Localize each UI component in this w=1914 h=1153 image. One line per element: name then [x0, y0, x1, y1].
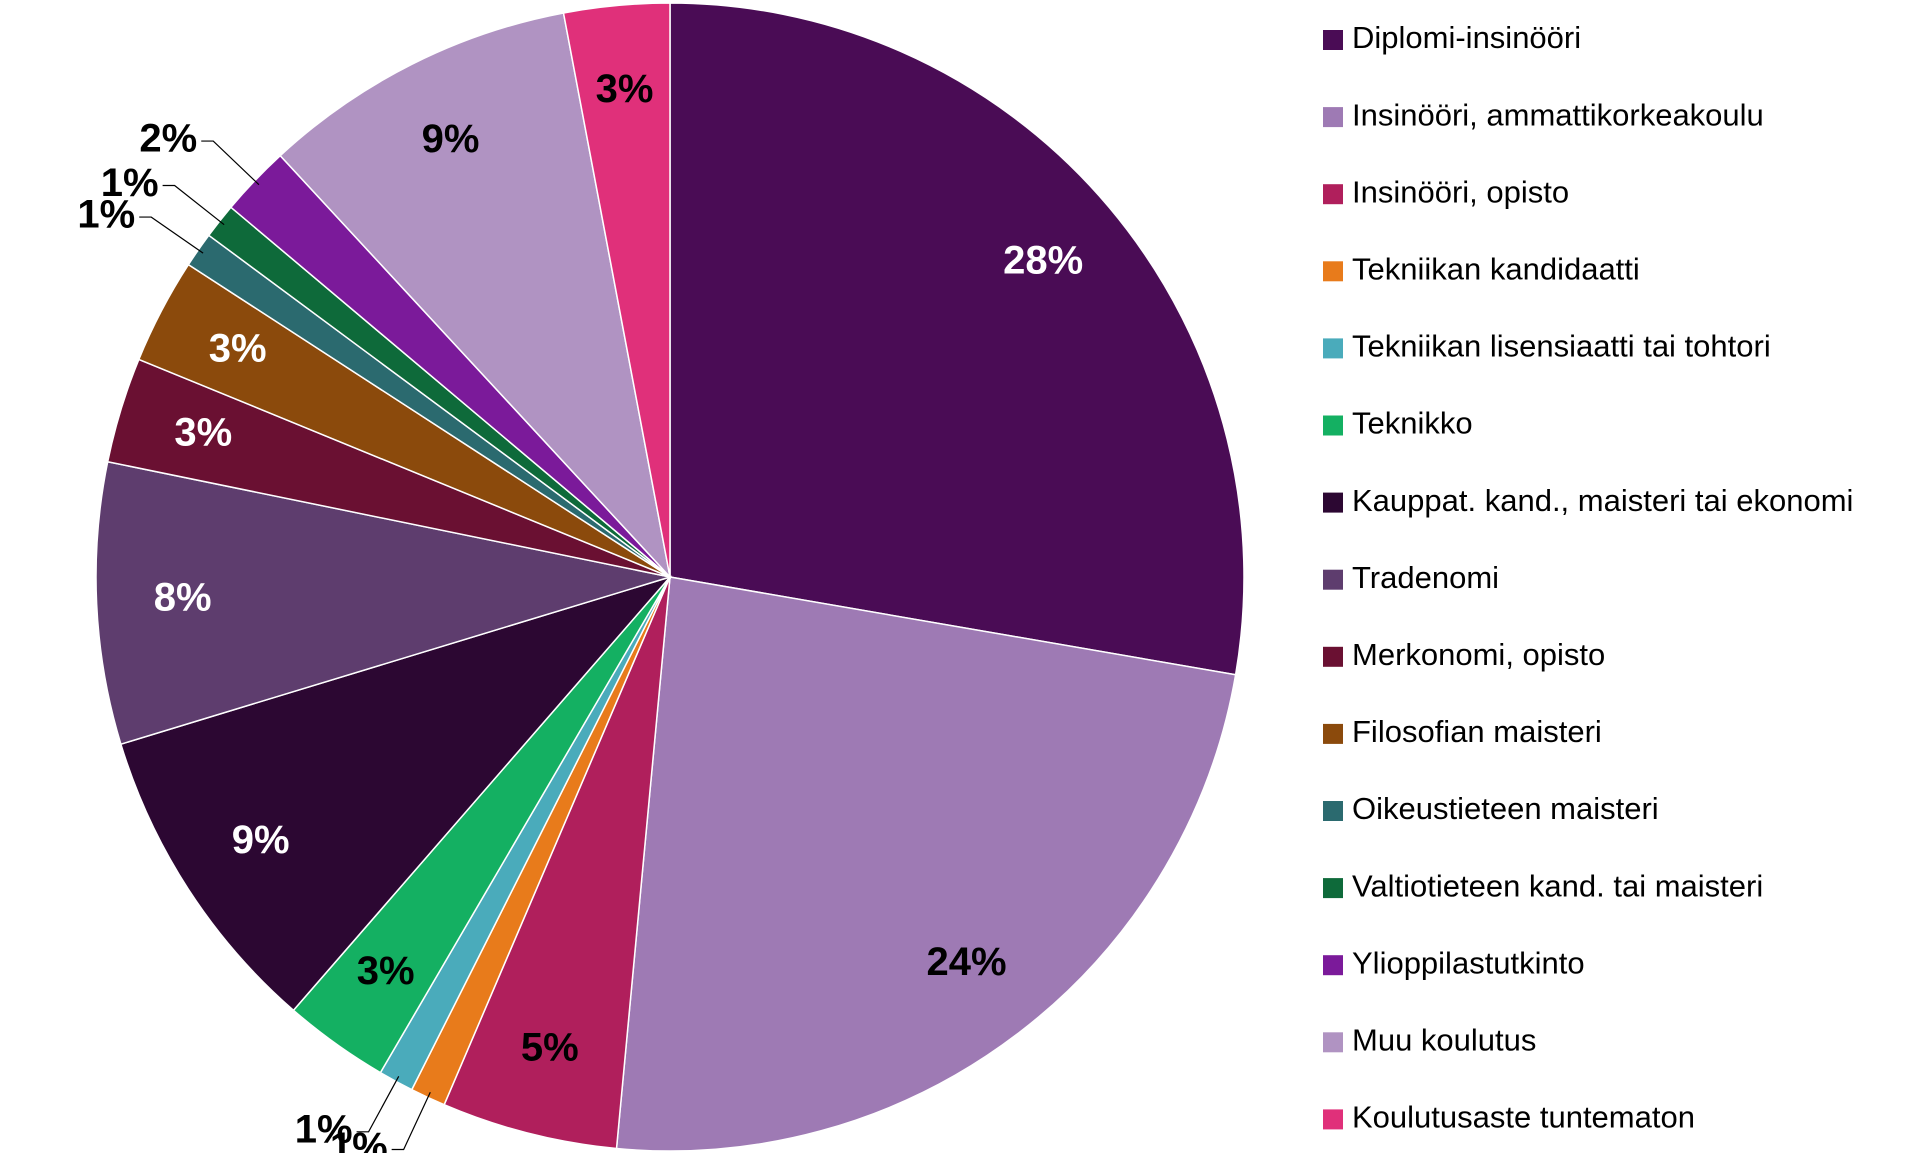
- legend-swatch: [1323, 878, 1343, 899]
- pie-slice: [443, 576, 671, 1150]
- pie-slice: [562, 2, 671, 578]
- data-label: 3%: [174, 410, 232, 454]
- legend-label: Tradenomi: [1352, 560, 1499, 595]
- legend-swatch: [1323, 415, 1343, 436]
- legend-swatch: [1323, 184, 1343, 205]
- leader-line: [391, 1091, 431, 1151]
- legend-label: Diplomi-insinööri: [1352, 20, 1581, 55]
- leader-line: [356, 1076, 400, 1133]
- legend-swatch: [1323, 492, 1343, 513]
- leader-line: [162, 184, 225, 226]
- legend-label: Valtiotieteen kand. tai maisteri: [1352, 868, 1763, 903]
- legend-swatch: [1323, 1032, 1343, 1053]
- data-label: 5%: [521, 1025, 579, 1069]
- legend-label: Tekniikan kandidaatti: [1352, 251, 1640, 286]
- legend-label: Merkonomi, opisto: [1352, 637, 1605, 672]
- legend-swatch: [1323, 261, 1343, 282]
- data-label: 1%: [330, 1125, 388, 1153]
- leader-line: [139, 216, 204, 254]
- legend-label: Insinööri, ammattikorkeakoulu: [1352, 97, 1764, 132]
- legend-swatch: [1323, 338, 1343, 359]
- data-label: 1%: [295, 1107, 353, 1151]
- legend-swatch: [1323, 1109, 1343, 1130]
- legend-label: Teknikko: [1352, 406, 1473, 441]
- legend-swatch: [1323, 723, 1343, 744]
- pie-slice: [669, 2, 1245, 676]
- legend-label: Ylioppilastutkinto: [1352, 945, 1585, 980]
- data-label: 3%: [357, 949, 415, 993]
- data-label: 24%: [926, 940, 1006, 984]
- legend-swatch: [1323, 801, 1343, 821]
- legend-label: Insinööri, opisto: [1352, 174, 1569, 209]
- pie-slice: [279, 12, 672, 580]
- data-label: 3%: [596, 67, 654, 111]
- legend-label: Filosofian maisteri: [1352, 714, 1602, 749]
- data-label: 9%: [232, 818, 290, 862]
- legend-label: Kauppat. kand., maisteri tai ekonomi: [1352, 483, 1853, 518]
- legend-swatch: [1323, 955, 1343, 976]
- pie-slice: [119, 575, 673, 1012]
- legend-label: Oikeustieteen maisteri: [1352, 791, 1659, 826]
- data-label: 1%: [77, 193, 135, 237]
- legend-swatch: [1323, 569, 1343, 590]
- data-label: 9%: [422, 117, 480, 161]
- pie-slice: [615, 576, 1237, 1152]
- legend-label: Tekniikan lisensiaatti tai tohtori: [1352, 329, 1771, 364]
- legend-label: Koulutusaste tuntematon: [1352, 1100, 1695, 1135]
- pie-slice: [95, 460, 671, 746]
- data-label: 1%: [101, 161, 159, 205]
- legend-label: Muu koulutus: [1352, 1022, 1536, 1057]
- legend-swatch: [1323, 646, 1343, 667]
- data-label: 3%: [209, 326, 267, 370]
- data-label: 8%: [154, 575, 212, 619]
- leader-line: [201, 140, 260, 186]
- data-label: 2%: [139, 117, 197, 161]
- data-label: 28%: [1003, 238, 1083, 282]
- legend-swatch: [1323, 107, 1343, 128]
- legend-swatch: [1323, 30, 1343, 50]
